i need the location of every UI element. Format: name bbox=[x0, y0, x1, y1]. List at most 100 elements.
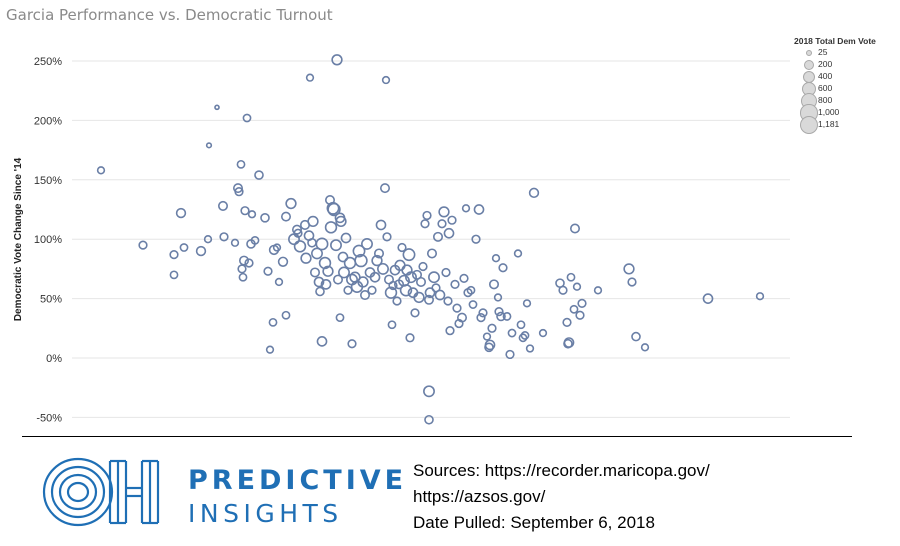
data-point bbox=[343, 256, 357, 270]
data-point bbox=[330, 239, 342, 252]
data-point bbox=[494, 307, 504, 317]
data-point bbox=[343, 285, 353, 295]
data-point bbox=[234, 187, 244, 197]
data-point bbox=[315, 286, 325, 297]
data-point bbox=[313, 276, 325, 288]
data-point bbox=[382, 232, 392, 242]
data-point bbox=[466, 285, 476, 295]
y-axis-ticks: 250% 200% 150% 100% 50% 0% -50% bbox=[34, 56, 62, 424]
data-point bbox=[423, 294, 435, 305]
data-point bbox=[277, 256, 289, 267]
y-tick-label: 200% bbox=[34, 115, 62, 127]
size-legend: 2018 Total Dem Vote 25 200 400 600 800 1,000 1… bbox=[794, 36, 894, 135]
data-point bbox=[307, 215, 319, 228]
data-point bbox=[214, 104, 220, 111]
data-point bbox=[236, 159, 246, 169]
data-point bbox=[232, 183, 244, 194]
data-point bbox=[516, 320, 526, 330]
data-point bbox=[322, 265, 334, 277]
data-point bbox=[558, 285, 568, 295]
data-point bbox=[250, 235, 260, 245]
data-point bbox=[320, 278, 332, 290]
data-point bbox=[420, 219, 430, 229]
data-point bbox=[456, 312, 468, 323]
data-point bbox=[347, 339, 357, 349]
data-point bbox=[293, 240, 307, 253]
y-tick-label: 250% bbox=[34, 56, 62, 68]
data-point bbox=[219, 232, 229, 242]
data-point bbox=[265, 345, 275, 354]
data-point bbox=[203, 235, 213, 244]
data-point bbox=[169, 250, 179, 260]
legend-entries: 25 200 400 600 800 1,000 1,181 bbox=[794, 46, 894, 135]
data-point bbox=[311, 247, 323, 260]
data-point bbox=[452, 303, 462, 313]
data-point bbox=[502, 312, 512, 321]
data-point bbox=[274, 277, 284, 287]
oh-logo bbox=[42, 457, 160, 527]
data-point bbox=[179, 243, 189, 252]
data-point bbox=[195, 245, 207, 257]
data-point bbox=[369, 271, 381, 283]
data-point bbox=[205, 142, 213, 149]
legend-size-dot bbox=[799, 115, 819, 135]
legend-entry-label: 1,181 bbox=[818, 119, 840, 129]
data-point bbox=[410, 308, 420, 318]
data-point bbox=[438, 206, 450, 218]
data-point bbox=[405, 271, 417, 284]
data-point bbox=[280, 211, 292, 222]
data-point bbox=[424, 287, 436, 299]
data-point bbox=[493, 293, 503, 302]
data-point bbox=[445, 326, 455, 336]
data-point bbox=[424, 414, 434, 425]
y-tick-label: 50% bbox=[40, 294, 62, 306]
data-point bbox=[175, 207, 187, 219]
date-pulled: Date Pulled: September 6, 2018 bbox=[413, 513, 655, 532]
data-point bbox=[496, 311, 506, 322]
y-tick-label: 0% bbox=[46, 353, 62, 365]
data-point bbox=[357, 276, 369, 288]
data-point bbox=[525, 344, 535, 353]
data-points bbox=[96, 54, 765, 425]
data-point bbox=[476, 312, 486, 323]
legend-entry-label: 200 bbox=[818, 59, 833, 69]
legend-size-dot bbox=[805, 49, 813, 57]
data-point bbox=[447, 215, 457, 225]
legend-entry-label: 1,000 bbox=[818, 107, 840, 117]
legend-entry: 25 bbox=[794, 46, 894, 58]
legend-entry: 400 bbox=[794, 70, 894, 84]
data-point bbox=[242, 113, 252, 123]
data-point bbox=[331, 54, 343, 66]
data-point bbox=[309, 267, 321, 278]
data-point bbox=[426, 248, 438, 259]
data-point bbox=[487, 323, 497, 333]
data-point bbox=[505, 349, 515, 360]
data-point bbox=[244, 258, 254, 268]
legend-entry-label: 400 bbox=[818, 71, 833, 81]
data-point bbox=[387, 320, 397, 330]
data-point bbox=[566, 272, 576, 282]
data-point bbox=[397, 242, 407, 253]
data-point bbox=[238, 255, 250, 266]
data-point bbox=[471, 234, 481, 244]
data-point bbox=[482, 332, 492, 341]
data-point bbox=[441, 267, 451, 278]
data-point bbox=[361, 238, 373, 250]
data-point bbox=[373, 248, 385, 259]
data-point bbox=[498, 263, 508, 273]
data-point bbox=[392, 296, 402, 306]
data-point bbox=[384, 286, 398, 299]
data-point bbox=[247, 210, 257, 219]
legend-entry: 1,181 bbox=[794, 115, 894, 135]
data-point bbox=[572, 282, 582, 291]
data-point bbox=[381, 75, 391, 85]
data-point bbox=[513, 249, 523, 258]
data-point bbox=[237, 264, 247, 274]
data-point bbox=[324, 221, 338, 234]
data-point bbox=[300, 252, 312, 264]
legend-size-dot bbox=[803, 59, 815, 71]
brand-name: PREDICTIVE INSIGHTS bbox=[188, 465, 407, 529]
data-point bbox=[434, 289, 446, 301]
data-point bbox=[238, 272, 248, 282]
brand-line-2: INSIGHTS bbox=[188, 499, 343, 528]
